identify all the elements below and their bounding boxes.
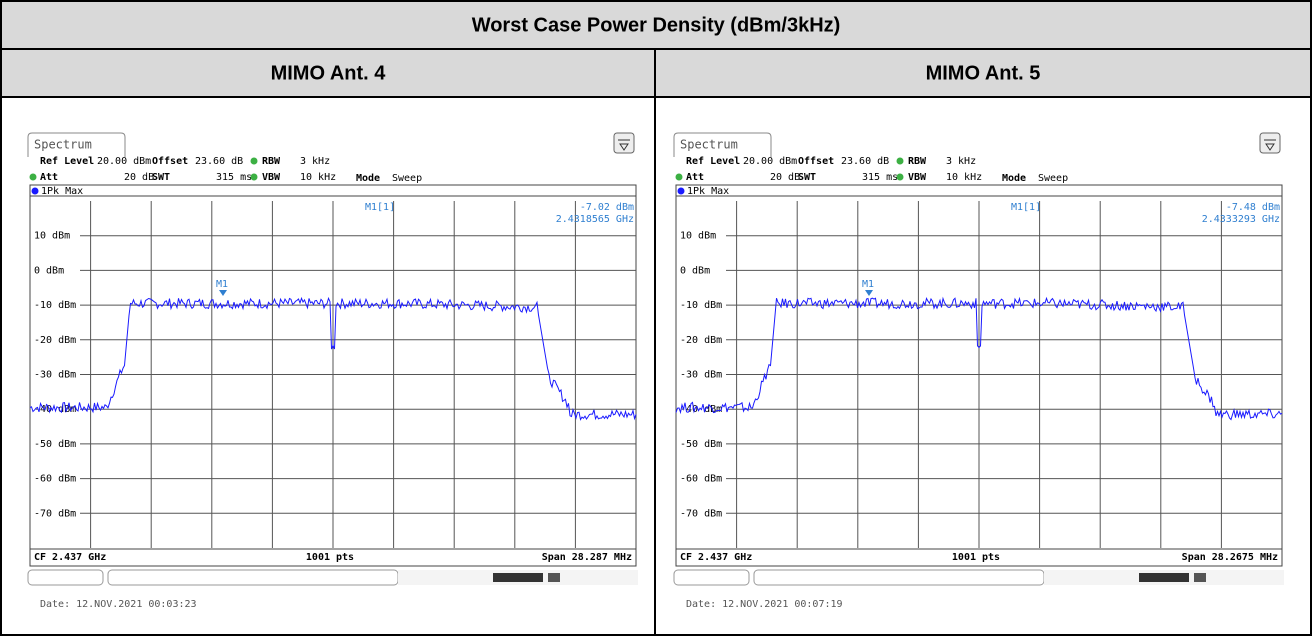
progress-bar [1139, 573, 1189, 582]
status-box [108, 570, 398, 585]
y-axis-label: -30 dBm [34, 370, 76, 381]
label: Att [40, 172, 58, 183]
column-header: MIMO Ant. 5 [926, 62, 1041, 84]
label: Att [686, 172, 704, 183]
tab-label: Spectrum [34, 138, 92, 152]
progress-icon [1194, 573, 1206, 582]
value: Sweep [1038, 173, 1068, 184]
y-axis-label: -10 dBm [680, 300, 722, 311]
label: VBW [262, 172, 281, 183]
status-dot [30, 174, 37, 181]
value: 23.60 dB [195, 156, 243, 167]
value: 20 dB [124, 172, 154, 183]
value: 23.60 dB [841, 156, 889, 167]
trace-label: 1Pk Max [687, 186, 729, 197]
marker-name: M1[1] [1011, 202, 1041, 213]
marker-frequency: 2.4333293 GHz [1202, 214, 1280, 225]
span: Span 28.287 MHz [542, 552, 632, 563]
y-axis-label: -20 dBm [680, 335, 722, 346]
y-axis-label: -70 dBm [34, 508, 76, 519]
status-dot [897, 158, 904, 165]
trace-dot [678, 188, 685, 195]
date: Date: 12.NOV.2021 00:03:23 [40, 599, 197, 610]
y-axis-label: -30 dBm [680, 370, 722, 381]
marker-label: M1 [216, 279, 228, 290]
center-frequency: CF 2.437 GHz [34, 552, 106, 563]
points: 1001 pts [306, 552, 354, 563]
value: 20.00 dBm [743, 156, 797, 167]
marker-level: -7.48 dBm [1226, 202, 1280, 213]
y-axis-label: -70 dBm [680, 508, 722, 519]
y-axis-label: 0 dBm [680, 265, 710, 276]
value: 3 kHz [946, 156, 976, 167]
label: SWT [152, 172, 170, 183]
progress-icon [548, 573, 560, 582]
label: Offset [152, 156, 188, 167]
marker-level: -7.02 dBm [580, 202, 634, 213]
y-axis-label: -60 dBm [680, 474, 722, 485]
status-dot [251, 174, 258, 181]
label: SWT [798, 172, 816, 183]
value: Sweep [392, 173, 422, 184]
y-axis-label: 10 dBm [34, 231, 70, 242]
span: Span 28.2675 MHz [1182, 552, 1278, 563]
y-axis-label: 0 dBm [34, 265, 64, 276]
label: Mode [1002, 173, 1026, 184]
label: Ref Level [40, 156, 94, 167]
y-axis-label: -10 dBm [34, 300, 76, 311]
status-box [674, 570, 749, 585]
date: Date: 12.NOV.2021 00:07:19 [686, 599, 843, 610]
value: 20.00 dBm [97, 156, 151, 167]
label: RBW [262, 156, 281, 167]
y-axis-label: -50 dBm [680, 439, 722, 450]
value: 315 ms [862, 172, 898, 183]
value: 20 dB [770, 172, 800, 183]
marker-name: M1[1] [365, 202, 395, 213]
label: RBW [908, 156, 927, 167]
status-box [28, 570, 103, 585]
marker-frequency: 2.4318565 GHz [556, 214, 634, 225]
label: VBW [908, 172, 927, 183]
y-axis-label: -60 dBm [34, 474, 76, 485]
tab-label: Spectrum [680, 138, 738, 152]
marker-label: M1 [862, 279, 874, 290]
trace-label: 1Pk Max [41, 186, 83, 197]
trace-dot [32, 188, 39, 195]
y-axis-label: -20 dBm [34, 335, 76, 346]
label: Mode [356, 173, 380, 184]
label: Offset [798, 156, 834, 167]
table-title: Worst Case Power Density (dBm/3kHz) [472, 14, 841, 36]
value: 10 kHz [300, 172, 336, 183]
page: Worst Case Power Density (dBm/3kHz) MIMO… [0, 0, 1312, 636]
status-dot [897, 174, 904, 181]
value: 315 ms [216, 172, 252, 183]
value: 10 kHz [946, 172, 982, 183]
points: 1001 pts [952, 552, 1000, 563]
y-axis-label: 10 dBm [680, 231, 716, 242]
progress-bar [493, 573, 543, 582]
y-axis-label: -50 dBm [34, 439, 76, 450]
status-box [754, 570, 1044, 585]
value: 3 kHz [300, 156, 330, 167]
label: Ref Level [686, 156, 740, 167]
column-header: MIMO Ant. 4 [271, 62, 387, 84]
status-dot [676, 174, 683, 181]
center-frequency: CF 2.437 GHz [680, 552, 752, 563]
status-dot [251, 158, 258, 165]
